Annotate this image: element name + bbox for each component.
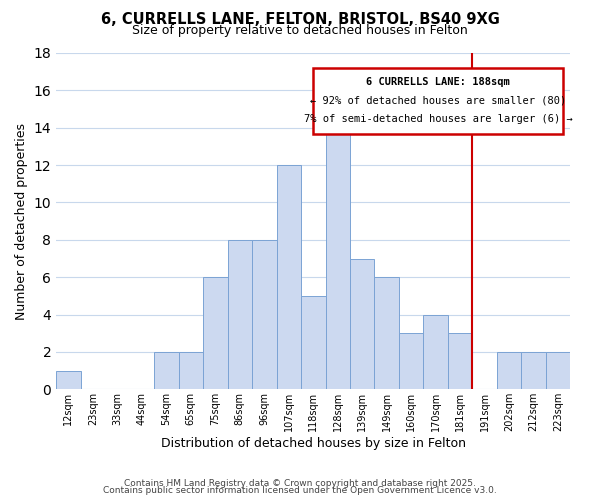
Text: Size of property relative to detached houses in Felton: Size of property relative to detached ho… (132, 24, 468, 37)
Bar (179, 352, 203, 390)
Text: ← 92% of detached houses are smaller (80): ← 92% of detached houses are smaller (80… (310, 96, 566, 106)
Bar (252, 240, 277, 390)
X-axis label: Distribution of detached houses by size in Felton: Distribution of detached houses by size … (161, 437, 466, 450)
Bar (301, 296, 326, 390)
Bar (203, 277, 227, 390)
Bar (521, 352, 546, 390)
Bar (424, 314, 448, 390)
Bar (448, 333, 472, 390)
Bar (374, 277, 399, 390)
Bar (277, 165, 301, 390)
Bar (399, 333, 424, 390)
Bar (227, 240, 252, 390)
Y-axis label: Number of detached properties: Number of detached properties (15, 122, 28, 320)
Text: 6, CURRELLS LANE, FELTON, BRISTOL, BS40 9XG: 6, CURRELLS LANE, FELTON, BRISTOL, BS40 … (101, 12, 499, 28)
Text: Contains HM Land Registry data © Crown copyright and database right 2025.: Contains HM Land Registry data © Crown c… (124, 478, 476, 488)
Bar (546, 352, 571, 390)
FancyBboxPatch shape (313, 68, 563, 134)
Bar (497, 352, 521, 390)
Bar (350, 258, 374, 390)
Text: 6 CURRELLS LANE: 188sqm: 6 CURRELLS LANE: 188sqm (366, 76, 510, 86)
Bar (154, 352, 179, 390)
Bar (326, 109, 350, 390)
Bar (56, 370, 80, 390)
Text: 7% of semi-detached houses are larger (6) →: 7% of semi-detached houses are larger (6… (304, 114, 572, 124)
Text: Contains public sector information licensed under the Open Government Licence v3: Contains public sector information licen… (103, 486, 497, 495)
